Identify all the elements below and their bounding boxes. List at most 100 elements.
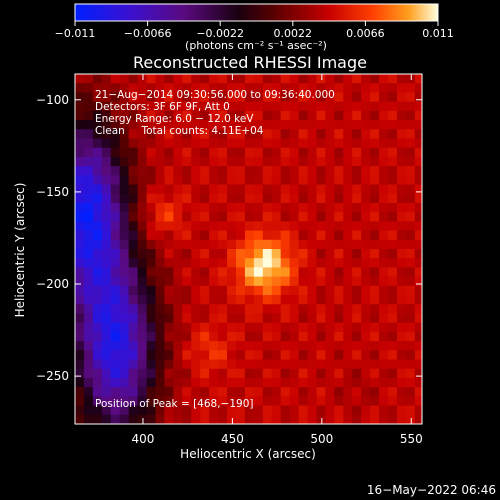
heatmap-cell xyxy=(227,258,237,269)
heatmap-cell xyxy=(325,285,335,296)
heatmap-cell xyxy=(280,156,291,167)
heatmap-cell xyxy=(235,405,246,416)
heatmap-cell xyxy=(173,359,183,370)
heatmap-cell xyxy=(352,313,362,324)
heatmap-cell xyxy=(307,92,318,103)
heatmap-cell xyxy=(343,110,353,121)
heatmap-cell xyxy=(137,239,148,250)
heatmap-cell xyxy=(128,304,139,315)
heatmap-cell xyxy=(227,147,237,158)
heatmap-cell xyxy=(388,405,398,416)
heatmap-cell xyxy=(119,202,130,213)
heatmap-cell xyxy=(173,129,183,140)
heatmap-cell xyxy=(289,193,300,204)
heatmap-cell xyxy=(146,193,157,204)
heatmap-cell xyxy=(191,74,201,84)
heatmap-cell xyxy=(271,377,282,388)
heatmap-cell xyxy=(75,350,85,361)
heatmap-cell xyxy=(101,387,112,397)
heatmap-cell xyxy=(370,295,380,305)
heatmap-cell xyxy=(200,101,210,112)
heatmap-cell xyxy=(119,285,130,296)
heatmap-cell xyxy=(271,101,282,112)
heatmap-cell xyxy=(110,184,121,195)
heatmap-cell xyxy=(146,285,157,296)
heatmap-cell xyxy=(325,350,335,361)
heatmap-cell xyxy=(280,405,291,416)
heatmap-cell xyxy=(92,377,103,388)
heatmap-cell xyxy=(235,304,246,315)
heatmap-cell xyxy=(137,101,148,112)
heatmap-cell xyxy=(271,368,282,379)
heatmap-cell xyxy=(235,74,246,84)
heatmap-cell xyxy=(110,101,121,112)
heatmap-cell xyxy=(110,156,121,167)
heatmap-cell xyxy=(271,83,282,94)
heatmap-cell xyxy=(298,74,309,84)
heatmap-cell xyxy=(253,295,264,305)
heatmap-cell xyxy=(128,110,139,121)
heatmap-cell xyxy=(128,120,139,130)
heatmap-cell xyxy=(146,331,157,342)
heatmap-cell xyxy=(325,147,335,158)
heatmap-cell xyxy=(334,101,344,112)
heatmap-cell xyxy=(155,212,166,222)
heatmap-cell xyxy=(218,221,228,232)
heatmap-cell xyxy=(92,147,103,158)
heatmap-cell xyxy=(182,368,192,379)
heatmap-cell xyxy=(155,313,166,324)
heatmap-cell xyxy=(110,212,121,222)
heatmap-cell xyxy=(244,322,255,333)
heatmap-cell xyxy=(325,322,335,333)
heatmap-cell xyxy=(227,267,237,278)
heatmap-cell xyxy=(334,221,344,232)
heatmap-cell xyxy=(209,322,219,333)
heatmap-cell xyxy=(182,212,192,222)
heatmap-cell xyxy=(155,405,166,416)
heatmap-cell xyxy=(370,341,380,351)
heatmap-cell xyxy=(235,212,246,222)
observation-annotations: 21−Aug−2014 09:30:56.000 to 09:36:40.000… xyxy=(95,89,335,137)
heatmap-cell xyxy=(92,92,103,103)
heatmap-cell xyxy=(289,405,300,416)
heatmap-cell xyxy=(128,414,139,424)
heatmap-cell xyxy=(200,350,210,361)
heatmap-cell xyxy=(289,83,300,94)
heatmap-cell xyxy=(155,110,166,121)
heatmap-cell xyxy=(155,239,166,250)
heatmap-cell xyxy=(262,193,273,204)
heatmap-cell xyxy=(262,341,273,351)
heatmap-cell xyxy=(396,331,407,342)
heatmap-cell xyxy=(164,175,174,186)
heatmap-cell xyxy=(164,110,174,121)
heatmap-cell xyxy=(325,166,335,176)
heatmap-cell xyxy=(128,175,139,186)
heatmap-cell xyxy=(110,193,121,204)
heatmap-cell xyxy=(361,138,371,149)
heatmap-cell xyxy=(262,129,273,140)
heatmap-cell xyxy=(262,110,273,121)
heatmap-cell xyxy=(83,285,94,296)
heatmap-cell xyxy=(414,193,422,204)
heatmap-cell xyxy=(119,359,130,370)
heatmap-cell xyxy=(155,175,166,186)
heatmap-cell xyxy=(289,295,300,305)
heatmap-cell xyxy=(218,166,228,176)
heatmap-cell xyxy=(396,83,407,94)
heatmap-cell xyxy=(155,258,166,269)
heatmap-cell xyxy=(218,92,228,103)
heatmap-cell xyxy=(316,129,327,140)
heatmap-cell xyxy=(289,276,300,287)
heatmap-cell xyxy=(200,249,210,259)
heatmap-cell xyxy=(414,156,422,167)
heatmap-cell xyxy=(396,74,407,84)
heatmap-cell xyxy=(271,258,282,269)
heatmap-cell xyxy=(155,138,166,149)
x-tick-label: 400 xyxy=(132,432,155,446)
heatmap-cell xyxy=(325,396,335,407)
heatmap-cell xyxy=(289,212,300,222)
heatmap-cell xyxy=(218,101,228,112)
heatmap-cell xyxy=(227,249,237,259)
heatmap-cell xyxy=(164,276,174,287)
heatmap-cell xyxy=(137,74,148,84)
